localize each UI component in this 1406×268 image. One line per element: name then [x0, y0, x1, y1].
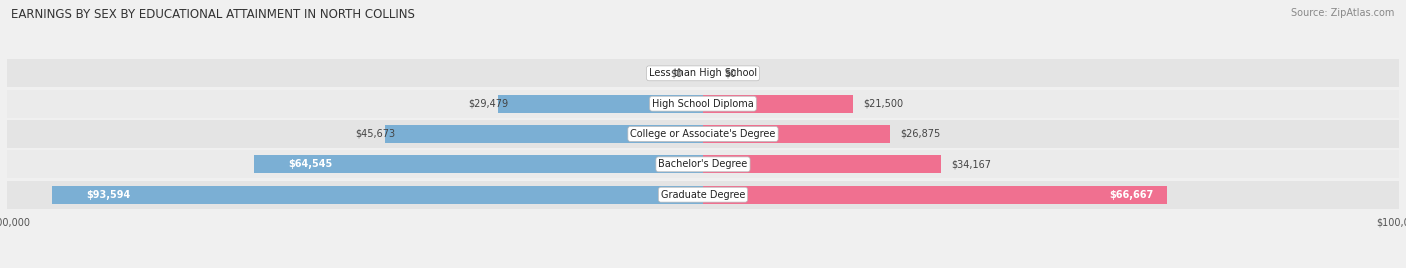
Bar	[7, 90, 1399, 118]
Text: $29,479: $29,479	[468, 99, 509, 109]
Bar	[703, 95, 852, 113]
Text: Source: ZipAtlas.com: Source: ZipAtlas.com	[1291, 8, 1395, 18]
Bar	[703, 185, 1167, 204]
Text: Bachelor's Degree: Bachelor's Degree	[658, 159, 748, 169]
Text: $0: $0	[669, 68, 682, 78]
Text: $66,667: $66,667	[1109, 190, 1153, 200]
Bar	[52, 185, 703, 204]
Text: $93,594: $93,594	[86, 190, 131, 200]
Text: $21,500: $21,500	[863, 99, 903, 109]
Text: $34,167: $34,167	[952, 159, 991, 169]
Text: $26,875: $26,875	[900, 129, 941, 139]
Bar	[7, 120, 1399, 148]
Bar	[7, 59, 1399, 87]
Bar	[703, 155, 941, 173]
Text: Graduate Degree: Graduate Degree	[661, 190, 745, 200]
Bar	[385, 125, 703, 143]
Text: College or Associate's Degree: College or Associate's Degree	[630, 129, 776, 139]
Text: $64,545: $64,545	[288, 159, 333, 169]
Bar	[254, 155, 703, 173]
Bar	[7, 150, 1399, 178]
Text: High School Diploma: High School Diploma	[652, 99, 754, 109]
Bar	[498, 95, 703, 113]
Text: $45,673: $45,673	[356, 129, 395, 139]
Bar	[703, 125, 890, 143]
Text: $0: $0	[724, 68, 737, 78]
Text: EARNINGS BY SEX BY EDUCATIONAL ATTAINMENT IN NORTH COLLINS: EARNINGS BY SEX BY EDUCATIONAL ATTAINMEN…	[11, 8, 415, 21]
Text: Less than High School: Less than High School	[650, 68, 756, 78]
Bar	[7, 181, 1399, 209]
